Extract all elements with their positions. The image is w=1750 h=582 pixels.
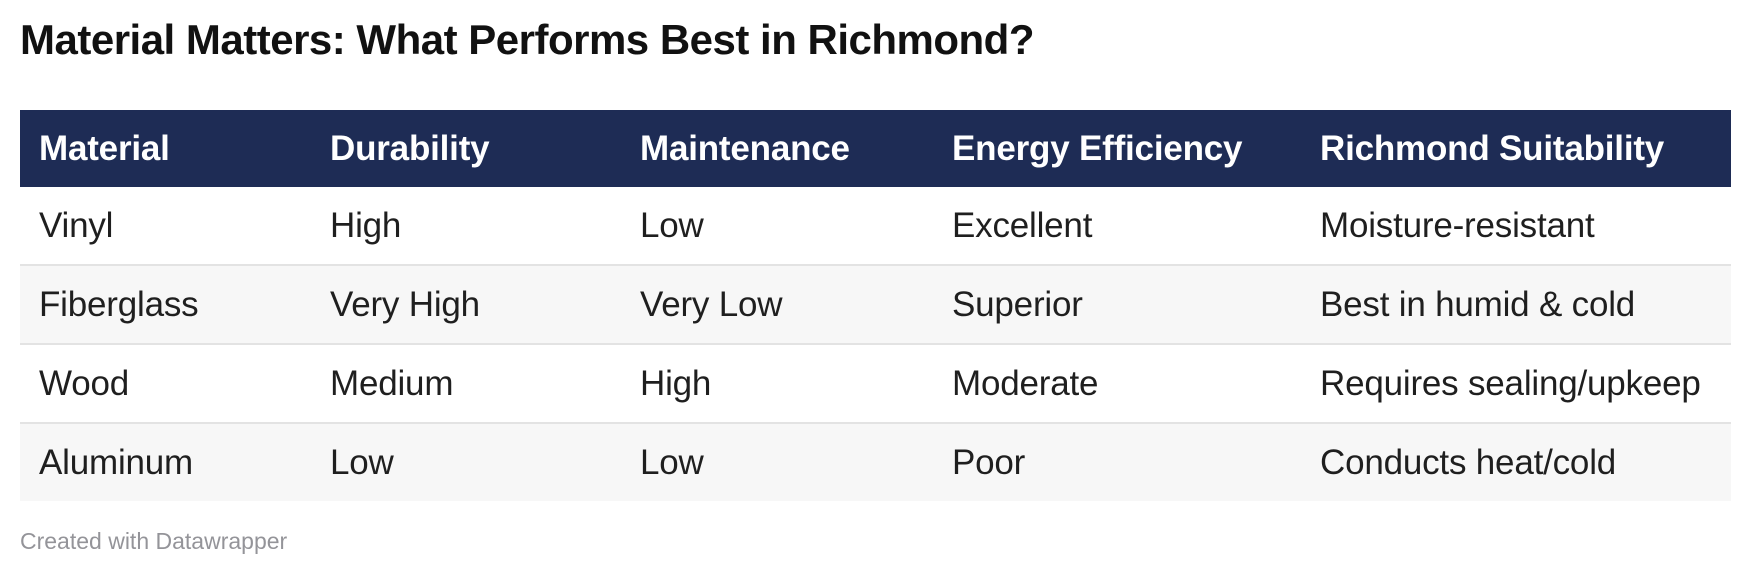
table-row: Wood Medium High Moderate Requires sealing/u…	[20, 344, 1731, 423]
column-header-richmond-suitability: Richmond Suitability	[1301, 110, 1731, 187]
cell-maintenance: High	[640, 363, 712, 403]
attribution-text: Created with Datawrapper	[20, 528, 288, 554]
cell-energy-efficiency: Moderate	[952, 363, 1099, 403]
cell-durability: Low	[330, 442, 394, 482]
column-header-energy-efficiency: Energy Efficiency	[933, 110, 1301, 187]
table-row: Vinyl High Low Excellent Moisture-resistant	[20, 187, 1731, 265]
table-row: Aluminum Low Low Poor Conducts heat/cold	[20, 423, 1731, 501]
cell-energy-efficiency: Excellent	[952, 205, 1093, 245]
cell-richmond-suitability: Moisture-resistant	[1320, 205, 1595, 245]
materials-table: Material Durability Maintenance Energy E…	[20, 110, 1731, 501]
column-header-material: Material	[20, 110, 311, 187]
cell-material: Vinyl	[39, 205, 114, 245]
cell-material: Fiberglass	[39, 284, 199, 324]
table-header: Material Durability Maintenance Energy E…	[20, 110, 1731, 187]
column-header-maintenance: Maintenance	[621, 110, 933, 187]
page-title: Material Matters: What Performs Best in …	[20, 16, 1035, 63]
cell-richmond-suitability: Requires sealing/upkeep	[1320, 363, 1701, 403]
header-row: Material Durability Maintenance Energy E…	[20, 110, 1731, 187]
column-header-durability: Durability	[311, 110, 621, 187]
cell-maintenance: Very Low	[640, 284, 783, 324]
cell-richmond-suitability: Conducts heat/cold	[1320, 442, 1617, 482]
table-row: Fiberglass Very High Very Low Superior Best …	[20, 265, 1731, 344]
cell-material: Aluminum	[39, 442, 194, 482]
cell-durability: Medium	[330, 363, 454, 403]
cell-energy-efficiency: Superior	[952, 284, 1083, 324]
cell-durability: Very High	[330, 284, 480, 324]
cell-maintenance: Low	[640, 442, 704, 482]
cell-material: Wood	[39, 363, 129, 403]
cell-maintenance: Low	[640, 205, 704, 245]
cell-energy-efficiency: Poor	[952, 442, 1026, 482]
table-body: Vinyl High Low Excellent Moisture-resistant F…	[20, 187, 1731, 501]
cell-richmond-suitability: Best in humid & cold	[1320, 284, 1636, 324]
cell-durability: High	[330, 205, 402, 245]
